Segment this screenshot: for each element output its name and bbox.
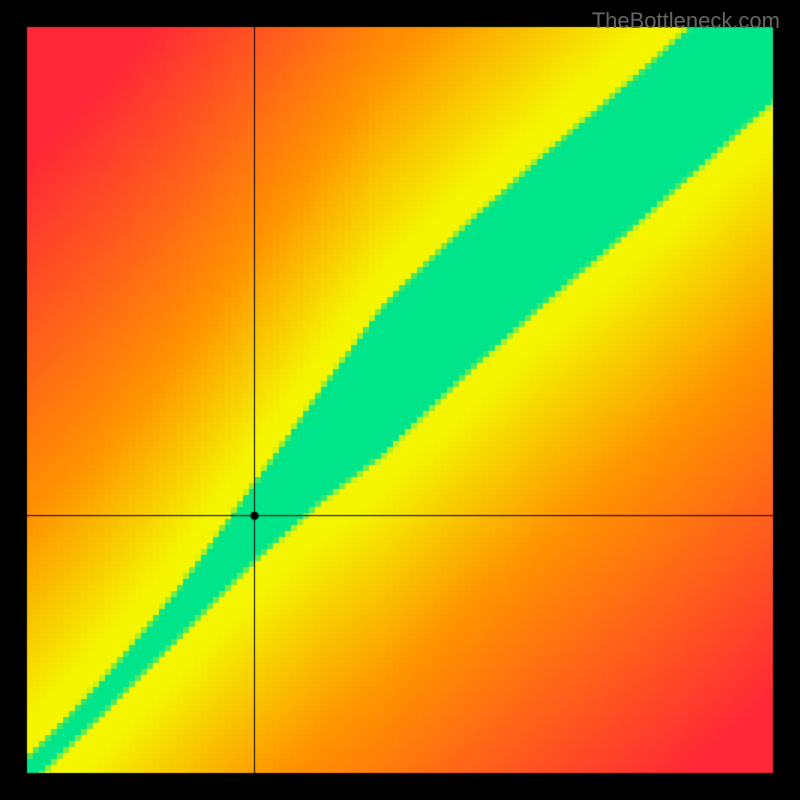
bottleneck-heatmap bbox=[0, 0, 800, 800]
chart-container: TheBottleneck.com bbox=[0, 0, 800, 800]
watermark-text: TheBottleneck.com bbox=[592, 8, 780, 34]
